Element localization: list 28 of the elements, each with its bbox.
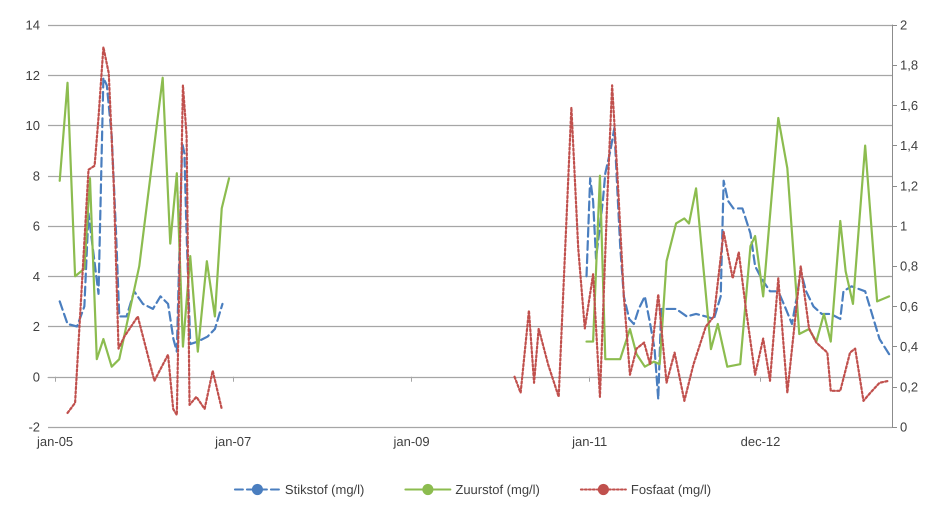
y-tick-label: 12 [26, 68, 40, 83]
x-tick-label: jan-05 [36, 434, 74, 449]
x-tick-label: jan-09 [392, 434, 430, 449]
y-tick-label: 14 [26, 18, 40, 32]
y2-tick-label: 1,8 [900, 58, 918, 73]
y2-tick-label: 1,2 [900, 178, 918, 194]
y-tick-label: 8 [32, 168, 40, 184]
y2-tick-label: 0,4 [900, 339, 918, 354]
legend-label: Stikstof (mg/l) [284, 482, 364, 497]
y2-tick-label: 0,2 [900, 379, 918, 394]
y2-tick-label: 0,8 [900, 258, 918, 274]
y2-tick-label: 2 [900, 18, 908, 32]
y2-tick-label: 1,4 [900, 138, 918, 154]
y-tick-label: 4 [32, 268, 40, 284]
y2-tick-label: 0 [900, 420, 908, 434]
legend-label: Fosfaat (mg/l) [630, 482, 712, 497]
y-tick-label: 0 [32, 369, 40, 384]
y-tick-label: -2 [28, 420, 40, 434]
y2-tick-label: 1,6 [900, 98, 918, 113]
x-tick-label: jan-07 [214, 434, 252, 449]
y-tick-label: 6 [32, 218, 40, 234]
y-tick-label: 10 [26, 118, 40, 133]
y2-tick-label: 1 [900, 218, 908, 234]
y-tick-label: 2 [32, 319, 40, 334]
y2-tick-label: 0,6 [900, 298, 918, 314]
x-tick-label: dec-12 [740, 434, 780, 449]
legend-label: Zuurstof (mg/l) [455, 482, 540, 497]
x-tick-label: jan-11 [571, 434, 608, 449]
